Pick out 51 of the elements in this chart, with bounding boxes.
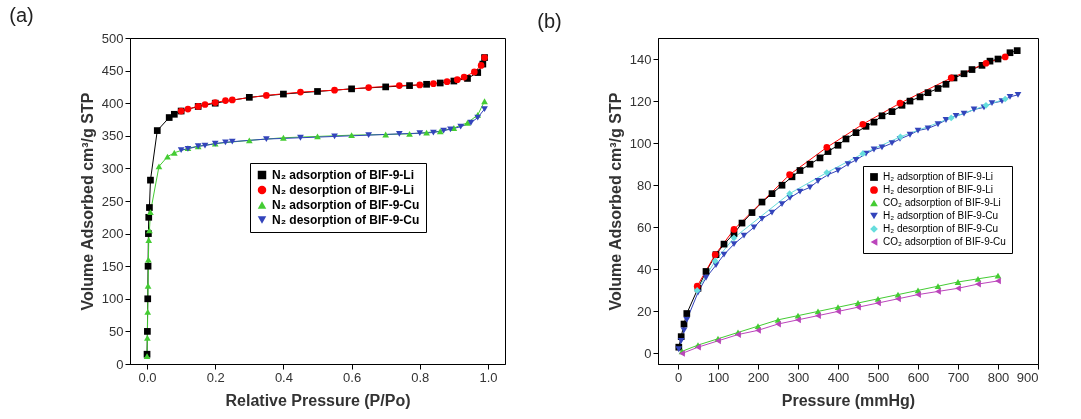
y-tick-label: 400 [101, 95, 124, 111]
legend-label: H₂ desorption of BIF-9-Li [883, 184, 994, 195]
legend-label: H₂ adsorption of BIF-9-Li [883, 171, 994, 182]
y-tick-label: 50 [109, 323, 124, 339]
x-tick-label: 0 [674, 369, 683, 385]
legend-label: N₂ desorption of BIF-9-Cu [272, 213, 420, 227]
x-tick-label: 0.6 [343, 369, 362, 385]
x-tick-label: 400 [827, 369, 850, 385]
x-tick-label: 0.8 [411, 369, 430, 385]
legend-label: H₂ desorption of BIF-9-Cu [883, 223, 999, 234]
y-tick-label: 0 [644, 345, 652, 361]
y-tick-label: 100 [629, 135, 652, 151]
y-tick-label: 450 [101, 63, 124, 79]
x-tick-label: 500 [867, 369, 890, 385]
x-tick-label: 900 [1016, 369, 1039, 385]
x-tick-label: 0.2 [206, 369, 225, 385]
y-tick-label: 80 [637, 177, 652, 193]
y-tick-label: 20 [637, 303, 652, 319]
y-tick-label: 100 [101, 291, 124, 307]
legend-label: N₂ adsorption of BIF-9-Cu [272, 198, 420, 212]
legend-label: H₂ adsorption of BIF-9-Cu [883, 210, 999, 221]
chart-title: (b) [537, 10, 562, 32]
x-tick-label: 100 [707, 369, 730, 385]
y-tick-label: 0 [116, 356, 124, 372]
y-axis-title: Volume Adsorbed cm³/g STP [606, 92, 624, 311]
y-tick-label: 300 [101, 160, 124, 176]
y-tick-label: 40 [637, 261, 652, 277]
y-tick-label: 120 [629, 93, 652, 109]
x-axis-title: Pressure (mmHg) [781, 391, 916, 409]
chart-title: (a) [9, 4, 34, 26]
y-tick-label: 150 [101, 258, 124, 274]
x-axis-title: Relative Pressure (P/Po) [225, 391, 411, 409]
x-tick-label: 600 [907, 369, 930, 385]
x-tick-label: 800 [987, 369, 1010, 385]
x-tick-label: 300 [787, 369, 810, 385]
y-tick-label: 200 [101, 226, 124, 242]
legend-label: N₂ adsorption of BIF-9-Li [272, 168, 414, 182]
legend-label: N₂ desorption of BIF-9-Li [272, 183, 414, 197]
x-tick-label: 700 [947, 369, 970, 385]
legend-label: CO₂ adsorption of BIF-9-Li [883, 197, 1001, 208]
y-tick-label: 250 [101, 193, 124, 209]
legend-label: CO₂ adsorption of BIF-9-Cu [883, 236, 1006, 247]
y-axis-title: Volume Adsorbed cm³/g STP [78, 92, 96, 311]
y-tick-label: 140 [629, 51, 652, 67]
y-tick-label: 350 [101, 128, 124, 144]
x-tick-label: 1.0 [479, 369, 498, 385]
y-tick-label: 500 [101, 30, 124, 46]
x-tick-label: 0.4 [274, 369, 293, 385]
y-tick-label: 60 [637, 219, 652, 235]
x-tick-label: 0.0 [138, 369, 157, 385]
x-tick-label: 200 [747, 369, 770, 385]
